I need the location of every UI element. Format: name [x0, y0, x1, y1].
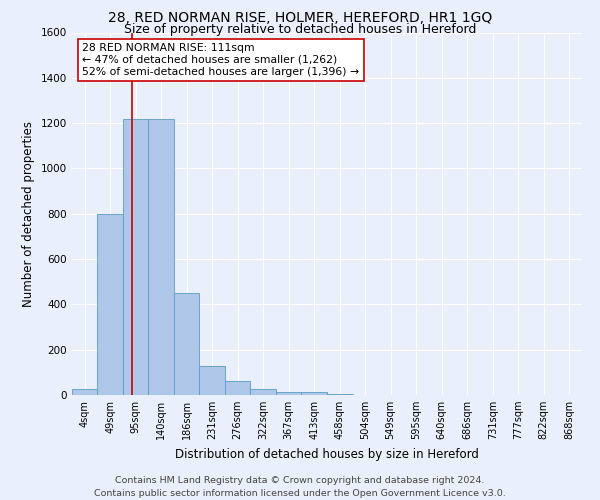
Text: 28 RED NORMAN RISE: 111sqm
← 47% of detached houses are smaller (1,262)
52% of s: 28 RED NORMAN RISE: 111sqm ← 47% of deta…: [82, 44, 359, 76]
Bar: [199, 366, 224, 395]
Text: Size of property relative to detached houses in Hereford: Size of property relative to detached ho…: [124, 22, 476, 36]
Bar: [123, 118, 148, 395]
Bar: [275, 392, 301, 395]
Y-axis label: Number of detached properties: Number of detached properties: [22, 120, 35, 306]
Bar: [97, 214, 123, 395]
Bar: [72, 390, 97, 395]
Bar: [327, 394, 353, 395]
Bar: [224, 382, 250, 395]
X-axis label: Distribution of detached houses by size in Hereford: Distribution of detached houses by size …: [175, 448, 479, 460]
Bar: [301, 392, 327, 395]
Text: 28, RED NORMAN RISE, HOLMER, HEREFORD, HR1 1GQ: 28, RED NORMAN RISE, HOLMER, HEREFORD, H…: [108, 11, 492, 25]
Text: Contains HM Land Registry data © Crown copyright and database right 2024.
Contai: Contains HM Land Registry data © Crown c…: [94, 476, 506, 498]
Bar: [148, 118, 174, 395]
Bar: [174, 293, 199, 395]
Bar: [250, 390, 275, 395]
